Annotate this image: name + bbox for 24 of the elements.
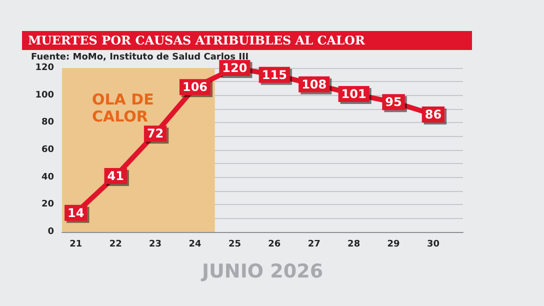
chart-subtitle: Fuente: MoMo, Instituto de Salud Carlos III [31,52,249,62]
x-tick-label: 30 [426,240,440,250]
chart-title: MUERTES POR CAUSAS ATRIBUIBLES AL CALOR [28,34,366,48]
x-tick-label: 26 [268,240,281,250]
x-tick-label: 22 [109,240,122,250]
x-tick-label: 21 [70,240,82,250]
y-tick-label: 0 [48,227,54,237]
y-tick-label: 20 [41,200,54,210]
data-label: 95 [385,95,402,110]
data-label: 41 [107,168,124,183]
x-tick-label: 23 [149,240,162,250]
y-tick-label: 120 [35,63,54,73]
y-tick-label: 40 [41,172,54,182]
data-label: 14 [68,206,84,220]
y-tick-label: 80 [41,118,54,128]
x-tick-label: 24 [188,240,202,250]
x-tick-label: 25 [228,240,241,250]
y-tick-label: 60 [41,145,54,155]
x-tick-label: 29 [387,240,400,250]
y-tick-label: 100 [35,90,54,100]
band-label: OLA DE CALOR [92,90,160,126]
x-axis-title: JUNIO 2026 [200,260,324,282]
x-tick-label: 28 [348,240,360,250]
x-tick-label: 27 [308,240,320,250]
